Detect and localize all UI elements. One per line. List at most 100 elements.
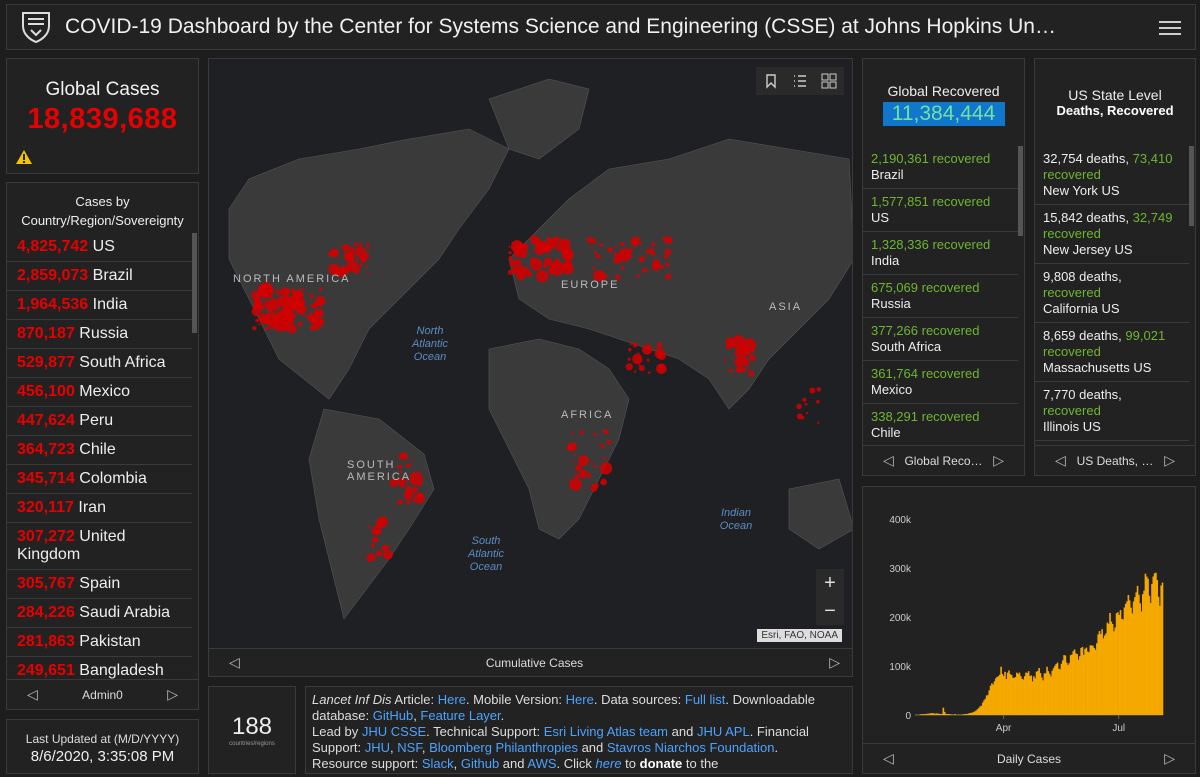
case-dot	[260, 300, 264, 304]
list-item[interactable]: 2,859,073 Brazil	[7, 262, 192, 291]
list-item[interactable]: 32,754 deaths, 73,410 recovered New York …	[1035, 146, 1189, 205]
warning-icon[interactable]	[15, 149, 33, 165]
chevron-left-icon[interactable]: ◁	[229, 654, 240, 670]
bar	[1121, 618, 1123, 715]
bloomberg-link[interactable]: Bloomberg Philanthropies	[429, 740, 578, 755]
chevron-left-icon[interactable]: ◁	[883, 452, 894, 468]
list-item[interactable]: 307,272 United Kingdom	[7, 523, 192, 570]
hamburger-menu-icon[interactable]	[1159, 17, 1181, 37]
bar	[1127, 594, 1130, 715]
bar	[989, 685, 992, 715]
list-item[interactable]: 456,100 Mexico	[7, 378, 192, 407]
list-item[interactable]: 1,328,336 recovered India	[863, 232, 1018, 275]
case-dot	[601, 444, 605, 449]
aws-link[interactable]: AWS	[527, 756, 557, 771]
chevron-right-icon[interactable]: ▷	[1164, 452, 1175, 468]
list-item[interactable]: 281,863 Pakistan	[7, 628, 192, 657]
recovered-list[interactable]: 2,190,361 recovered Brazil 1,577,851 recov…	[863, 146, 1018, 446]
jhu-csse-link[interactable]: JHU CSSE	[361, 724, 427, 739]
world-map[interactable]: NORTH AMERICA SOUTH AMERICA EUROPE ASIA …	[208, 58, 853, 677]
zoom-in-button[interactable]: +	[824, 572, 836, 594]
bar	[947, 714, 950, 715]
list-item[interactable]: 1,577,851 recovered US	[863, 189, 1018, 232]
donate-here-link[interactable]: here	[595, 756, 622, 771]
list-item[interactable]: 305,767 Spain	[7, 570, 192, 599]
zoom-out-button[interactable]: −	[824, 600, 836, 622]
case-dot	[809, 387, 816, 394]
list-item[interactable]: 377,266 recovered South Africa	[863, 318, 1018, 361]
jhu-apl-link[interactable]: JHU APL	[696, 724, 750, 739]
bar	[1077, 659, 1080, 715]
case-dots[interactable]	[251, 235, 822, 562]
list-item[interactable]: 364,723 Chile	[7, 436, 192, 465]
world-map-canvas[interactable]	[209, 59, 853, 649]
list-item[interactable]: 15,842 deaths, 32,749 recovered New Jerse…	[1035, 205, 1189, 264]
list-item[interactable]: 1,964,536 India	[7, 291, 192, 320]
chevron-right-icon[interactable]: ▷	[167, 686, 178, 702]
feature-layer-link[interactable]: Feature Layer	[420, 708, 501, 723]
list-item[interactable]: 870,187 Russia	[7, 320, 192, 349]
stavros-link[interactable]: Stavros Niarchos Foundation	[606, 740, 775, 755]
cases-list-footer: ◁ Admin0 ▷	[7, 679, 198, 709]
chevron-left-icon[interactable]: ◁	[1055, 452, 1066, 468]
list-item[interactable]: 320,117 Iran	[7, 494, 192, 523]
us-state-list[interactable]: 32,754 deaths, 73,410 recovered New York …	[1035, 146, 1189, 446]
mobile-version-link[interactable]: Here	[565, 692, 594, 707]
list-item[interactable]: 8,659 deaths, 99,021 recovered Massachuse…	[1035, 323, 1189, 382]
case-dot	[344, 270, 348, 273]
bar	[1093, 648, 1096, 715]
bar	[1065, 662, 1068, 715]
case-dot	[640, 257, 645, 262]
bar	[1009, 674, 1012, 715]
case-dot	[403, 490, 414, 500]
case-dot	[552, 244, 555, 247]
article-link[interactable]: Here	[437, 692, 466, 707]
list-item[interactable]: 675,069 recovered Russia	[863, 275, 1018, 318]
recovered-scrollbar[interactable]	[1018, 146, 1023, 236]
github-link[interactable]: GitHub	[372, 708, 414, 723]
list-item[interactable]: 345,714 Colombia	[7, 465, 192, 494]
bar	[1067, 664, 1069, 715]
case-dot	[264, 326, 268, 331]
case-dot	[511, 245, 514, 249]
full-list-link[interactable]: Full list	[684, 692, 726, 707]
list-item[interactable]: 249,651 Bangladesh	[7, 657, 192, 679]
list-item[interactable]: 529,877 South Africa	[7, 349, 192, 378]
daily-cases-chart[interactable]: 0 100k 200k 300k 400k Apr Jul	[863, 487, 1195, 743]
list-item[interactable]: 284,226 Saudi Arabia	[7, 599, 192, 628]
list-scrollbar[interactable]	[192, 233, 197, 333]
list-item[interactable]: 338,291 recovered Chile	[863, 404, 1018, 446]
list-icon[interactable]	[792, 73, 808, 89]
dashboard-title: COVID-19 Dashboard by the Center for Sys…	[65, 15, 1056, 38]
github2-link[interactable]: Github	[460, 756, 500, 771]
list-item[interactable]: 7,770 deaths, recovered Illinois US	[1035, 382, 1189, 441]
state-name: Illinois US	[1043, 419, 1101, 434]
case-dot	[575, 464, 583, 472]
bar	[939, 714, 942, 715]
bar	[1138, 594, 1140, 715]
chevron-right-icon[interactable]: ▷	[829, 654, 840, 670]
recovered-title: Global Recovered	[887, 83, 1000, 99]
list-item[interactable]: 9,808 deaths, recovered California US	[1035, 264, 1189, 323]
list-item[interactable]: 361,764 recovered Mexico	[863, 361, 1018, 404]
list-item[interactable]: 2,190,361 recovered Brazil	[863, 146, 1018, 189]
bookmark-icon[interactable]	[763, 73, 779, 89]
chevron-left-icon[interactable]: ◁	[883, 750, 894, 766]
case-dot	[816, 387, 822, 392]
list-item[interactable]: 4,825,742 US	[7, 233, 192, 262]
chevron-right-icon[interactable]: ▷	[1164, 750, 1175, 766]
case-dot	[647, 247, 654, 255]
bar	[975, 710, 977, 715]
chevron-left-icon[interactable]: ◁	[27, 686, 38, 702]
esri-link[interactable]: Esri Living Atlas team	[543, 724, 669, 739]
nsf-link[interactable]: NSF	[397, 740, 422, 755]
chevron-right-icon[interactable]: ▷	[993, 452, 1004, 468]
case-dot	[550, 240, 554, 244]
slack-link[interactable]: Slack	[421, 756, 454, 771]
basemap-gallery-icon[interactable]	[821, 73, 837, 89]
list-item[interactable]: 447,624 Peru	[7, 407, 192, 436]
jhu-link[interactable]: JHU	[364, 740, 391, 755]
case-dot	[546, 236, 552, 242]
cases-by-country-list[interactable]: 4,825,742 US 2,859,073 Brazil 1,964,536 In…	[7, 233, 192, 679]
us-scrollbar[interactable]	[1189, 146, 1194, 226]
